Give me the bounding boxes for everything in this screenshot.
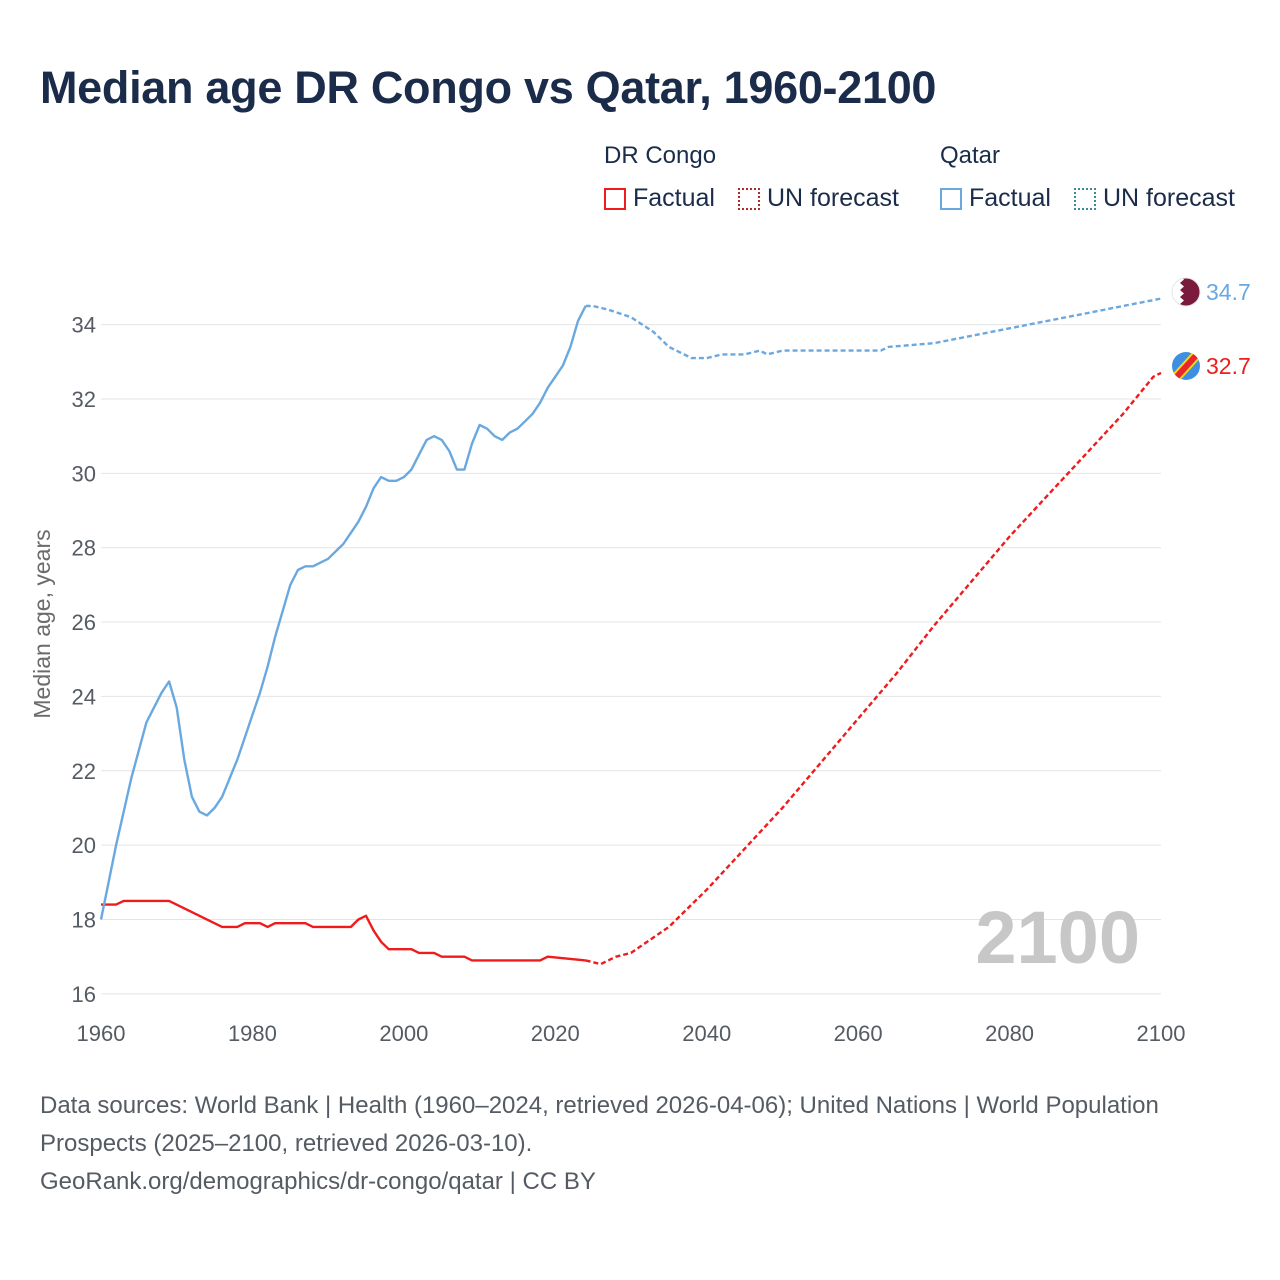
y-tick-label: 32 xyxy=(72,387,96,412)
dr-congo-factual-line xyxy=(101,899,586,962)
qatar-end-value: 34.7 xyxy=(1206,279,1251,305)
y-axis-ticks: 16 18 20 22 24 26 28 30 32 34 xyxy=(72,313,96,1007)
y-tick-label: 18 xyxy=(72,907,96,932)
x-tick-label: 2020 xyxy=(531,1021,580,1046)
series-end-markers: 34.7 32.7 xyxy=(1171,277,1251,380)
legend-item-dr-congo-factual[interactable]: Factual xyxy=(604,184,715,213)
series-lines xyxy=(99,297,1162,966)
chart-title: Median age DR Congo vs Qatar, 1960-2100 xyxy=(40,62,937,113)
y-tick-label: 16 xyxy=(72,982,96,1007)
legend-swatch-solid xyxy=(604,187,626,210)
x-axis-ticks: 1960 1980 2000 2020 2040 2060 2080 2100 xyxy=(77,1021,1186,1046)
legend-label: Factual xyxy=(969,184,1051,212)
legend-group-name: DR Congo xyxy=(604,142,717,169)
x-tick-label: 2060 xyxy=(834,1021,883,1046)
footer: Data sources: World Bank | Health (1960–… xyxy=(40,1087,1220,1201)
legend-item-dr-congo-forecast[interactable]: UN forecast xyxy=(738,184,899,213)
x-tick-label: 1980 xyxy=(228,1021,277,1046)
qatar-factual-line xyxy=(99,305,587,920)
y-tick-label: 30 xyxy=(72,461,96,486)
x-tick-label: 2100 xyxy=(1137,1021,1186,1046)
data-sources: Data sources: World Bank | Health (1960–… xyxy=(40,1092,1159,1157)
y-tick-label: 28 xyxy=(72,536,96,561)
dr-congo-flag-icon xyxy=(1172,352,1200,380)
grid-lines xyxy=(101,324,1161,995)
y-tick-label: 26 xyxy=(72,610,96,635)
x-tick-label: 2000 xyxy=(379,1021,428,1046)
x-tick-label: 2040 xyxy=(682,1021,731,1046)
dr-congo-forecast-line xyxy=(585,371,1162,966)
legend-swatch-solid xyxy=(940,187,962,210)
legend-item-qatar-forecast[interactable]: UN forecast xyxy=(1074,184,1235,213)
y-tick-label: 34 xyxy=(72,313,96,338)
y-tick-label: 20 xyxy=(72,833,96,858)
legend-swatch-dotted xyxy=(1074,187,1096,210)
legend-label: UN forecast xyxy=(1103,184,1235,212)
dr-congo-end-value: 32.7 xyxy=(1206,353,1251,379)
legend-label: Factual xyxy=(633,184,715,212)
x-tick-label: 1960 xyxy=(77,1021,126,1046)
y-tick-label: 22 xyxy=(72,759,96,784)
line-chart: 16 18 20 22 24 26 28 30 32 34 1960 1980 2000 2020 204… xyxy=(29,277,1251,1046)
year-watermark: 2100 xyxy=(975,896,1140,979)
x-tick-label: 2080 xyxy=(985,1021,1034,1046)
legend-group-name: Qatar xyxy=(940,142,1001,169)
legend-swatch-dotted xyxy=(738,187,760,210)
legend-label: UN forecast xyxy=(767,184,899,212)
qatar-forecast-line xyxy=(585,297,1162,360)
y-tick-label: 24 xyxy=(72,684,96,709)
y-axis-label: Median age, years xyxy=(29,529,55,718)
legend-item-qatar-factual[interactable]: Factual xyxy=(940,184,1051,213)
credit-link[interactable]: GeoRank.org/demographics/dr-congo/qatar … xyxy=(40,1168,596,1195)
qatar-flag-icon xyxy=(1171,277,1201,307)
